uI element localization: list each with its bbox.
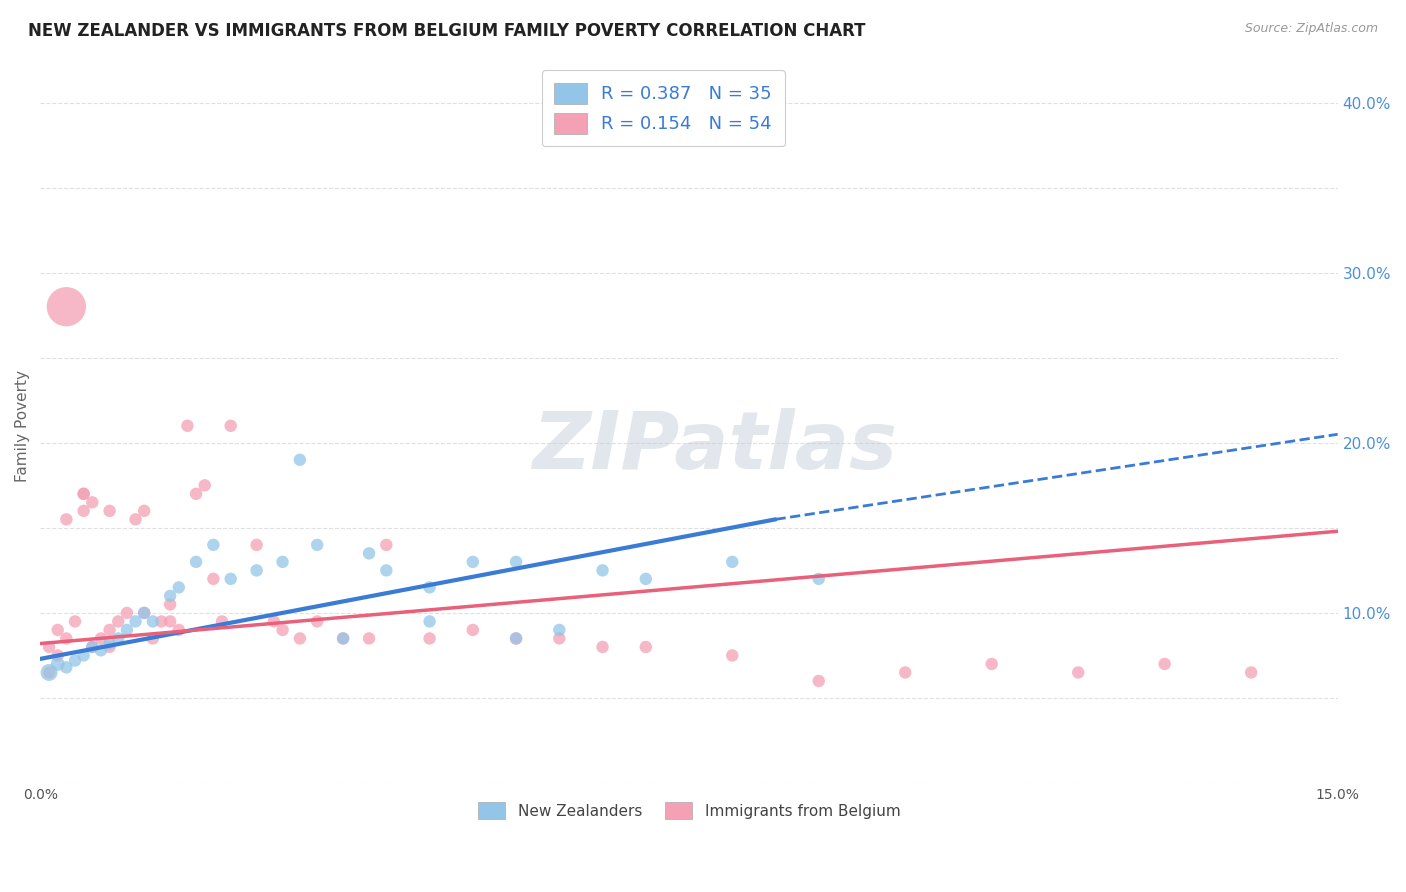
- Point: [202, 572, 225, 586]
- Point: [807, 673, 830, 688]
- Point: [721, 555, 744, 569]
- Point: [46, 623, 69, 637]
- Point: [82, 640, 104, 654]
- Point: [461, 555, 484, 569]
- Point: [246, 563, 269, 577]
- Point: [167, 623, 190, 637]
- Point: [55, 300, 77, 314]
- Point: [505, 632, 527, 646]
- Point: [159, 589, 181, 603]
- Point: [55, 512, 77, 526]
- Point: [98, 640, 121, 654]
- Point: [124, 512, 146, 526]
- Point: [505, 632, 527, 646]
- Point: [107, 632, 129, 646]
- Point: [1240, 665, 1263, 680]
- Point: [894, 665, 917, 680]
- Point: [332, 632, 354, 646]
- Point: [82, 640, 104, 654]
- Point: [55, 660, 77, 674]
- Point: [548, 632, 571, 646]
- Point: [357, 632, 380, 646]
- Point: [90, 643, 112, 657]
- Point: [73, 487, 96, 501]
- Point: [271, 623, 294, 637]
- Point: [46, 657, 69, 671]
- Point: [419, 615, 441, 629]
- Point: [219, 572, 242, 586]
- Point: [134, 606, 156, 620]
- Point: [1153, 657, 1175, 671]
- Point: [55, 632, 77, 646]
- Point: [194, 478, 217, 492]
- Point: [98, 623, 121, 637]
- Point: [271, 555, 294, 569]
- Point: [375, 563, 398, 577]
- Point: [150, 615, 173, 629]
- Point: [246, 538, 269, 552]
- Point: [107, 615, 129, 629]
- Point: [307, 538, 329, 552]
- Point: [548, 623, 571, 637]
- Point: [82, 495, 104, 509]
- Point: [142, 615, 165, 629]
- Point: [73, 504, 96, 518]
- Point: [332, 632, 354, 646]
- Point: [115, 623, 138, 637]
- Point: [592, 640, 614, 654]
- Point: [38, 665, 60, 680]
- Point: [375, 538, 398, 552]
- Point: [288, 452, 311, 467]
- Point: [159, 615, 181, 629]
- Point: [90, 632, 112, 646]
- Point: [134, 504, 156, 518]
- Point: [219, 418, 242, 433]
- Point: [176, 418, 198, 433]
- Point: [38, 640, 60, 654]
- Point: [634, 572, 657, 586]
- Point: [634, 640, 657, 654]
- Point: [142, 632, 165, 646]
- Point: [63, 654, 86, 668]
- Point: [461, 623, 484, 637]
- Point: [980, 657, 1002, 671]
- Point: [357, 546, 380, 560]
- Point: [63, 615, 86, 629]
- Point: [419, 632, 441, 646]
- Point: [73, 487, 96, 501]
- Legend: New Zealanders, Immigrants from Belgium: New Zealanders, Immigrants from Belgium: [471, 796, 907, 825]
- Point: [184, 555, 207, 569]
- Point: [46, 648, 69, 663]
- Point: [98, 636, 121, 650]
- Point: [307, 615, 329, 629]
- Point: [288, 632, 311, 646]
- Text: ZIPatlas: ZIPatlas: [533, 409, 897, 486]
- Point: [124, 615, 146, 629]
- Point: [159, 598, 181, 612]
- Point: [263, 615, 285, 629]
- Point: [1067, 665, 1090, 680]
- Point: [807, 572, 830, 586]
- Point: [38, 665, 60, 680]
- Point: [202, 538, 225, 552]
- Point: [419, 581, 441, 595]
- Point: [73, 648, 96, 663]
- Point: [134, 606, 156, 620]
- Point: [115, 606, 138, 620]
- Text: NEW ZEALANDER VS IMMIGRANTS FROM BELGIUM FAMILY POVERTY CORRELATION CHART: NEW ZEALANDER VS IMMIGRANTS FROM BELGIUM…: [28, 22, 866, 40]
- Point: [167, 581, 190, 595]
- Point: [505, 555, 527, 569]
- Y-axis label: Family Poverty: Family Poverty: [15, 370, 30, 482]
- Point: [211, 615, 233, 629]
- Point: [184, 487, 207, 501]
- Point: [98, 504, 121, 518]
- Point: [721, 648, 744, 663]
- Point: [592, 563, 614, 577]
- Text: Source: ZipAtlas.com: Source: ZipAtlas.com: [1244, 22, 1378, 36]
